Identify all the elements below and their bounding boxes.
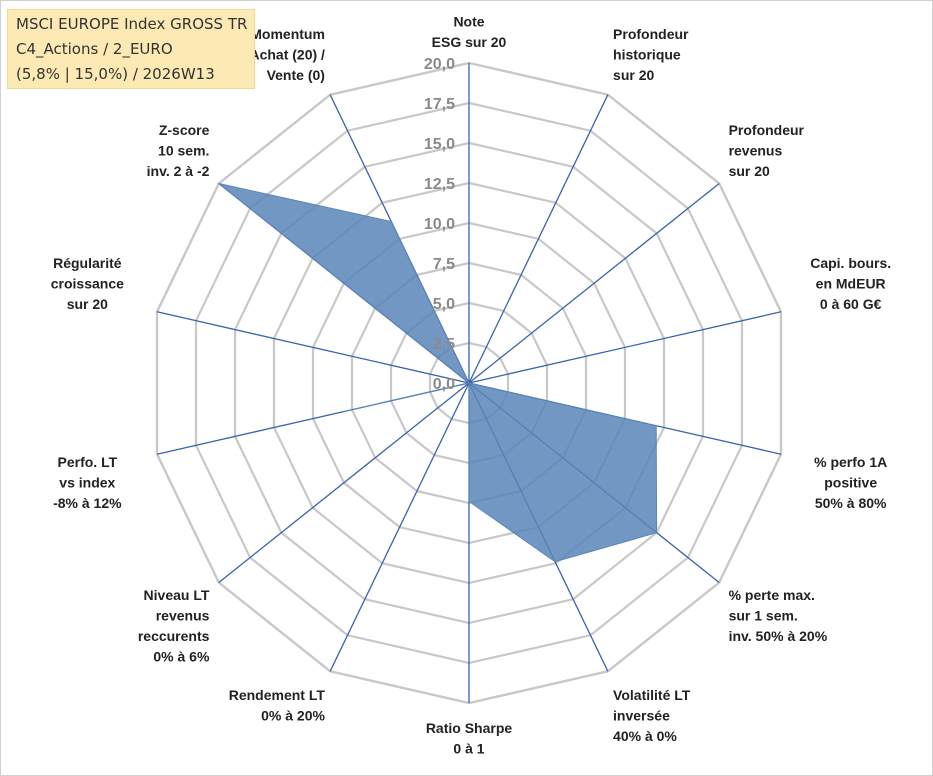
- axis-spoke: [218, 382, 470, 584]
- category-label-line: en MdEUR: [816, 276, 886, 292]
- category-label: Niveau LT revenus reccurents 0% à 6%: [138, 587, 210, 665]
- title-line-1: MSCI EUROPE Index GROSS TR: [16, 15, 248, 33]
- category-label-line: revenus: [156, 607, 210, 623]
- category-label: Volatilité LT inversée 40% à 0%: [613, 687, 691, 744]
- category-label: Z-score 10 sem. inv. 2 à -2: [147, 122, 210, 179]
- category-label-line: Z-score: [159, 122, 210, 138]
- tick-label: 15,0: [424, 136, 455, 153]
- category-label-line: Volatilité LT: [613, 687, 691, 703]
- tick-label: 12,5: [424, 176, 455, 193]
- category-label-line: sur 1 sem.: [729, 607, 798, 623]
- category-label: Rendement LT 0% à 20%: [229, 687, 326, 724]
- category-label-line: 50% à 80%: [815, 495, 887, 511]
- series-area: [218, 182, 658, 563]
- series-layer: [218, 182, 658, 563]
- category-label-line: -8% à 12%: [53, 495, 122, 511]
- category-label-line: positive: [824, 474, 877, 490]
- category-label-line: ESG sur 20: [432, 34, 507, 50]
- category-label-line: Momentum: [250, 26, 325, 42]
- category-labels: Note ESG sur 20 Profondeur historique sur 20…: [51, 14, 891, 757]
- data-point: [218, 182, 220, 184]
- category-label-line: croissance: [51, 276, 124, 292]
- data-point: [656, 532, 658, 534]
- category-label-line: Niveau LT: [144, 587, 210, 603]
- category-label: Perfo. LT vs index -8% à 12%: [53, 454, 122, 511]
- category-label: % perfo 1A positive 50% à 80%: [814, 454, 887, 511]
- category-label: % perte max. sur 1 sem. inv. 50% à 20%: [729, 587, 828, 644]
- category-label-line: 40% à 0%: [613, 728, 677, 744]
- category-label-line: Profondeur: [613, 26, 689, 42]
- data-point: [390, 221, 392, 223]
- category-label: Ratio Sharpe 0 à 1: [426, 720, 513, 757]
- category-label: Note ESG sur 20: [432, 14, 507, 51]
- axis-spoke: [156, 311, 470, 384]
- data-point: [468, 382, 470, 384]
- category-label-line: historique: [613, 46, 681, 62]
- category-label-line: reccurents: [138, 628, 210, 644]
- category-label-line: inversée: [613, 708, 670, 724]
- category-label-line: Achat (20) /: [249, 46, 325, 62]
- tick-label: 5,0: [433, 296, 455, 313]
- category-label-line: sur 20: [613, 67, 654, 83]
- tick-labels: 0,0 2,5 5,0 7,5 10,0 12,5 15,0 17,5 20,0: [424, 56, 455, 393]
- category-label-line: inv. 2 à -2: [147, 163, 210, 179]
- category-label-line: Note: [453, 14, 484, 30]
- category-label-line: inv. 50% à 20%: [729, 628, 828, 644]
- tick-label: 0,0: [433, 376, 455, 393]
- data-point: [343, 410, 345, 412]
- category-label-line: 0% à 20%: [261, 708, 325, 724]
- category-label-line: % perfo 1A: [814, 454, 887, 470]
- category-label-line: 0% à 6%: [153, 648, 210, 664]
- title-line-2: C4_Actions / 2_EURO: [16, 40, 173, 58]
- category-label-line: Ratio Sharpe: [426, 720, 513, 736]
- data-point: [655, 425, 657, 427]
- tick-label: 17,5: [424, 96, 455, 113]
- category-label-line: sur 20: [729, 163, 770, 179]
- category-label-line: 0 à 1: [453, 741, 484, 757]
- category-label-line: vs index: [59, 474, 115, 490]
- axis-spoke: [468, 182, 720, 384]
- category-label-line: 0 à 60 G€: [820, 296, 882, 312]
- category-label-line: revenus: [729, 143, 783, 159]
- axis-spoke: [468, 94, 609, 384]
- category-label: Profondeur historique sur 20: [613, 26, 689, 83]
- category-label: Momentum Achat (20) / Vente (0): [249, 26, 325, 83]
- category-label-line: Perfo. LT: [58, 454, 118, 470]
- category-label-line: 10 sem.: [158, 143, 209, 159]
- category-label-line: Vente (0): [267, 67, 325, 83]
- data-point: [554, 561, 556, 563]
- data-point: [468, 500, 470, 502]
- axis-spoke: [468, 311, 782, 384]
- title-line-3: (5,8% | 15,0%) / 2026W13: [16, 65, 215, 83]
- category-label-line: Profondeur: [729, 122, 805, 138]
- tick-label: 20,0: [424, 56, 455, 73]
- category-label: Capi. bours. en MdEUR 0 à 60 G€: [810, 255, 891, 312]
- chart-title-box: MSCI EUROPE Index GROSS TR C4_Actions / …: [7, 9, 255, 89]
- category-label: Profondeur revenus sur 20: [729, 122, 805, 179]
- tick-label: 10,0: [424, 216, 455, 233]
- tick-label: 7,5: [433, 256, 455, 273]
- category-label-line: Capi. bours.: [810, 255, 891, 271]
- tick-label: 2,5: [433, 336, 455, 353]
- category-label-line: Régularité: [53, 255, 122, 271]
- category-label: Régularité croissance sur 20: [51, 255, 124, 312]
- category-label-line: % perte max.: [729, 587, 815, 603]
- category-label-line: sur 20: [67, 296, 108, 312]
- axis-spoke: [329, 382, 470, 672]
- category-label-line: Rendement LT: [229, 687, 326, 703]
